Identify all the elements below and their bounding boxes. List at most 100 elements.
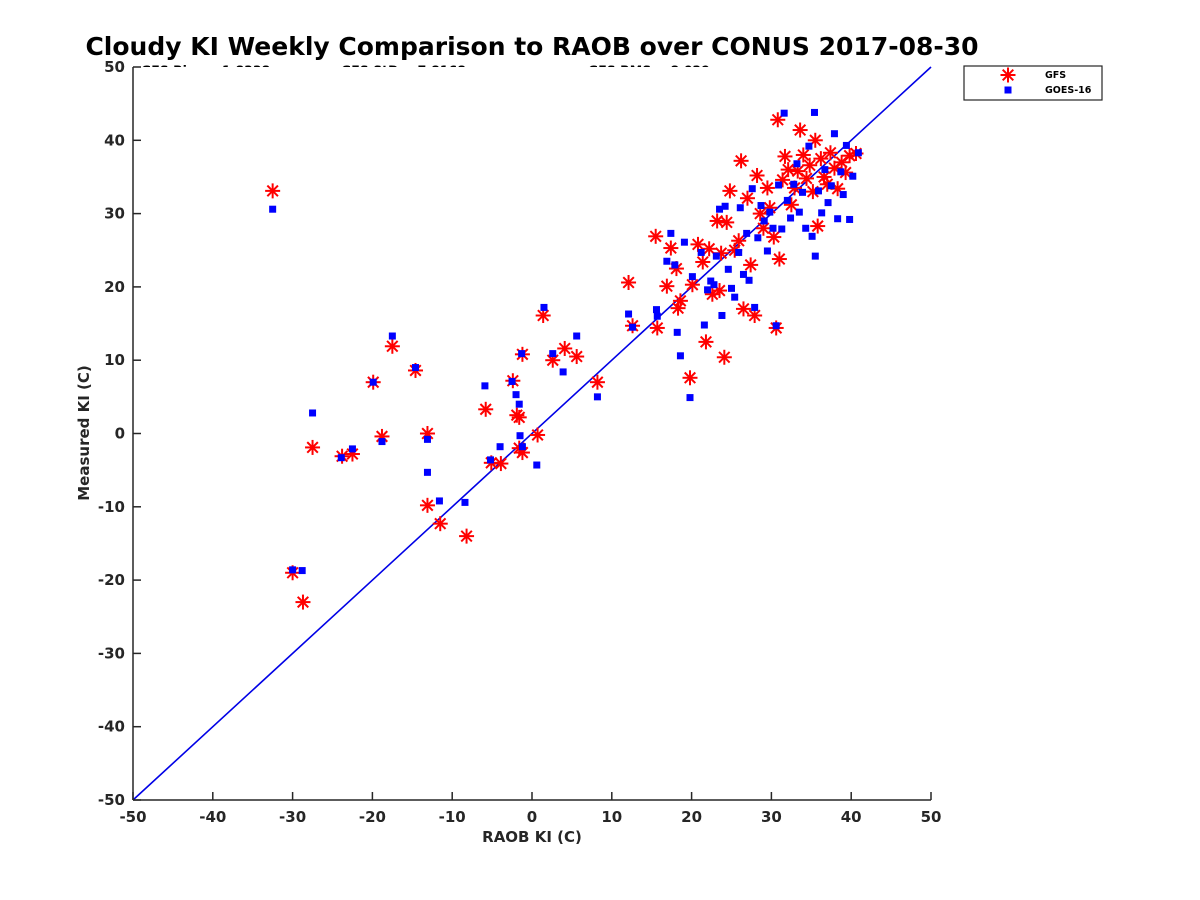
goes16-point [559, 368, 567, 376]
goes16-point [834, 215, 842, 223]
x-tick-label: 0 [527, 808, 537, 826]
gfs-point [478, 401, 494, 417]
goes16-point [688, 273, 696, 281]
gfs-point [709, 213, 725, 229]
x-tick-label: 50 [921, 808, 942, 826]
y-tick-label: 10 [104, 351, 125, 369]
gfs-point [695, 254, 711, 270]
goes16-point [540, 303, 548, 311]
goes16-point [686, 394, 694, 402]
goes16-point [854, 149, 862, 157]
goes16-point [369, 378, 377, 386]
gfs-point [682, 370, 698, 386]
goes16-point [837, 168, 845, 176]
goes16-point [811, 252, 819, 260]
goes16-point [721, 202, 729, 210]
goes16-point [731, 293, 739, 301]
goes16-point [435, 497, 443, 505]
y-tick-label: -50 [98, 791, 125, 809]
goes16-point [697, 248, 705, 256]
gfs-point [663, 240, 679, 256]
goes16-point [716, 205, 724, 213]
goes16-point [700, 321, 708, 329]
goes16-point [680, 238, 688, 246]
goes16-point [827, 182, 835, 190]
gfs-point [780, 162, 796, 178]
goes16-point [512, 391, 520, 399]
gfs-point [589, 374, 605, 390]
goes16-point [830, 130, 838, 138]
goes16-point [461, 498, 469, 506]
goes16-point [652, 306, 660, 314]
goes16-point [821, 166, 829, 174]
y-tick-label: -10 [98, 498, 125, 516]
gfs-point [777, 148, 793, 164]
goes16-point [808, 232, 816, 240]
gfs-point [698, 334, 714, 350]
y-tick-label: -40 [98, 718, 125, 736]
goes16-point [671, 261, 679, 269]
goes16-point [763, 247, 771, 255]
goes16-point [780, 109, 788, 117]
y-tick-label: -20 [98, 571, 125, 589]
goes16-point [710, 281, 718, 289]
goes16-point [289, 566, 297, 574]
goes16-point [814, 187, 822, 195]
gfs-point [670, 300, 686, 316]
gfs-point [295, 594, 311, 610]
y-tick-label: -30 [98, 644, 125, 662]
gfs-point [739, 190, 755, 206]
gfs-point [265, 183, 281, 199]
goes16-point [795, 208, 803, 216]
gfs-point [459, 528, 475, 544]
goes16-point [790, 180, 798, 188]
gfs-point [659, 278, 675, 294]
goes16-point [793, 160, 801, 168]
goes16-point [849, 172, 857, 180]
gfs-point [419, 497, 435, 513]
legend-gfs-label: GFS [1045, 70, 1066, 81]
goes16-point [378, 438, 386, 446]
gfs-point [802, 157, 818, 173]
gfs-point [535, 307, 551, 323]
gfs-point [747, 307, 763, 323]
goes16-point [676, 352, 684, 360]
goes16-point [348, 445, 356, 453]
goes16-point [663, 257, 671, 265]
goes16-point [707, 277, 715, 285]
gfs-point [305, 439, 321, 455]
goes16-point [496, 443, 504, 451]
goes16-point [769, 224, 777, 232]
goes16-point [667, 229, 675, 237]
goes16-point [269, 205, 277, 213]
x-tick-label: 40 [841, 808, 862, 826]
one-to-one-line [132, 66, 932, 801]
goes16-point [673, 328, 681, 336]
legend-goes16-marker [1004, 86, 1012, 94]
gfs-point [569, 349, 585, 365]
goes16-point [736, 204, 744, 212]
gfs-point [731, 233, 747, 249]
goes16-point [743, 229, 751, 237]
goes16-point [824, 199, 832, 207]
goes16-point [766, 208, 774, 216]
gfs-point [649, 320, 665, 336]
gfs-point [716, 349, 732, 365]
goes16-point [309, 409, 317, 417]
x-tick-label: -50 [119, 808, 146, 826]
y-tick-label: 30 [104, 205, 125, 223]
goes16-point [735, 248, 743, 256]
plot-area: -50 -40 -30 -20 -10 0 10 20 30 40 50 -50-40-30-20-… [98, 58, 942, 826]
gfs-point [735, 301, 751, 317]
gfs-point [722, 183, 738, 199]
gfs-point [511, 409, 527, 425]
goes16-point [516, 432, 524, 440]
goes16-point [748, 185, 756, 193]
goes16-point [757, 202, 765, 210]
goes16-point [388, 332, 396, 340]
goes16-point [712, 252, 720, 260]
legend-box [963, 65, 1103, 101]
goes16-point [839, 191, 847, 199]
gfs-point [795, 147, 811, 163]
